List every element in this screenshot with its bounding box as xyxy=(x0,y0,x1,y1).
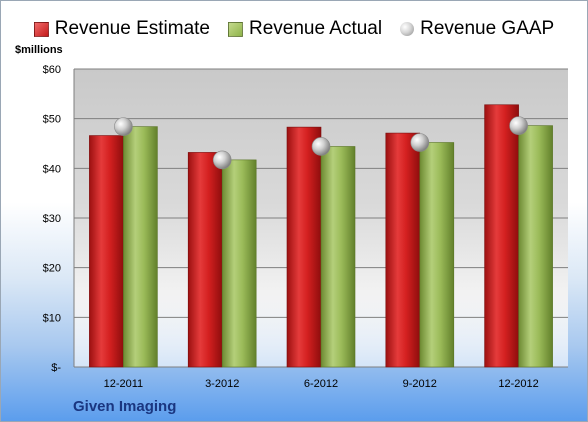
x-tick-label: 6-2012 xyxy=(304,378,338,390)
bar-revenue-actual-12-2011 xyxy=(123,126,158,368)
legend-item-actual: Revenue Actual xyxy=(228,18,382,40)
bar-revenue-actual-3-2012 xyxy=(221,159,257,368)
point-revenue-gaap-6-2012 xyxy=(311,137,331,156)
company-name: Given Imaging xyxy=(73,398,177,415)
bar-revenue-actual-6-2012 xyxy=(320,146,356,368)
legend: Revenue Estimate Revenue Actual Revenue … xyxy=(1,15,587,43)
y-axis-unit-label: $millions xyxy=(15,44,63,56)
legend-swatch-gaap xyxy=(400,22,415,36)
point-revenue-gaap-3-2012 xyxy=(212,150,232,170)
legend-label-actual: Revenue Actual xyxy=(249,18,383,39)
bar-revenue-estimate-3-2012 xyxy=(187,152,223,368)
x-tick-label: 9-2012 xyxy=(403,378,437,390)
legend-label-gaap: Revenue GAAP xyxy=(420,18,555,39)
x-tick-label: 3-2012 xyxy=(205,378,239,390)
point-revenue-gaap-12-2012 xyxy=(509,116,528,135)
legend-item-gaap: Revenue GAAP xyxy=(400,18,554,40)
point-revenue-gaap-12-2011 xyxy=(114,117,133,136)
y-tick-label: $30 xyxy=(43,213,61,225)
y-tick-label: $20 xyxy=(43,263,61,275)
y-tick-label: $40 xyxy=(43,163,61,175)
y-tick-label: $- xyxy=(51,362,61,374)
bar-revenue-estimate-12-2012 xyxy=(484,104,519,368)
bar-revenue-estimate-6-2012 xyxy=(286,126,322,368)
bar-revenue-estimate-9-2012 xyxy=(385,132,421,368)
bar-revenue-actual-9-2012 xyxy=(419,142,455,368)
y-tick-label: $60 xyxy=(43,64,61,76)
point-revenue-gaap-9-2012 xyxy=(410,133,430,152)
y-tick-label: $50 xyxy=(43,114,61,126)
bar-revenue-actual-12-2012 xyxy=(518,125,553,368)
legend-swatch-actual xyxy=(228,21,243,37)
x-tick-label: 12-2012 xyxy=(498,378,538,390)
legend-label-estimate: Revenue Estimate xyxy=(54,18,210,39)
legend-item-estimate: Revenue Estimate xyxy=(33,18,210,40)
x-tick-label: 12-2011 xyxy=(104,378,144,390)
legend-swatch-estimate xyxy=(33,21,49,37)
y-tick-label: $10 xyxy=(43,312,61,324)
bar-revenue-estimate-12-2011 xyxy=(89,135,124,368)
